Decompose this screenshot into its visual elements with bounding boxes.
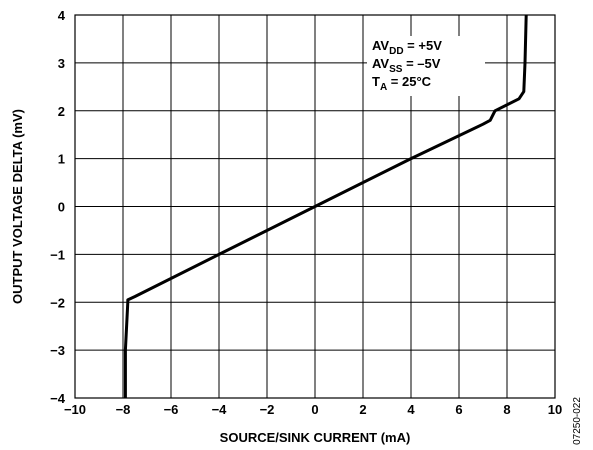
y-tick-label: 3: [58, 56, 65, 71]
y-tick-label: 0: [58, 200, 65, 215]
y-tick-label: −2: [50, 295, 65, 310]
series-line: [123, 14, 528, 398]
plot-frame: [74, 14, 556, 399]
annotation-line: TA = 25°C: [372, 74, 432, 93]
x-tick-label: 0: [311, 402, 318, 417]
y-tick-label: −4: [50, 391, 66, 406]
y-tick-label: 2: [58, 104, 65, 119]
annotation-line: AVDD = +5V: [372, 38, 442, 57]
x-tick-label: −6: [164, 402, 179, 417]
x-tick-labels: −10 −8 −6 −4 −2 0 2 4 6 8 10: [64, 402, 562, 417]
x-axis-title: SOURCE/SINK CURRENT (mA): [220, 430, 411, 445]
annotation-background: [367, 36, 485, 96]
x-tick-label: 8: [503, 402, 510, 417]
x-tick-label: 10: [548, 402, 562, 417]
x-tick-label: 2: [359, 402, 366, 417]
figure-id: 07250-022: [572, 397, 583, 445]
x-tick-label: −2: [260, 402, 275, 417]
y-tick-label: 1: [58, 152, 65, 167]
y-tick-labels: 4 3 2 1 0 −1 −2 −3 −4: [50, 8, 66, 406]
x-tick-label: −10: [64, 402, 86, 417]
y-tick-label: −3: [50, 343, 65, 358]
x-tick-label: 4: [407, 402, 415, 417]
y-tick-label: 4: [58, 8, 66, 23]
x-tick-label: 6: [455, 402, 462, 417]
annotation-line: AVSS = –5V: [372, 56, 441, 75]
x-tick-label: −4: [212, 402, 228, 417]
x-tick-label: −8: [116, 402, 131, 417]
y-tick-label: −1: [50, 247, 65, 262]
y-axis-title: OUTPUT VOLTAGE DELTA (mV): [10, 109, 25, 304]
